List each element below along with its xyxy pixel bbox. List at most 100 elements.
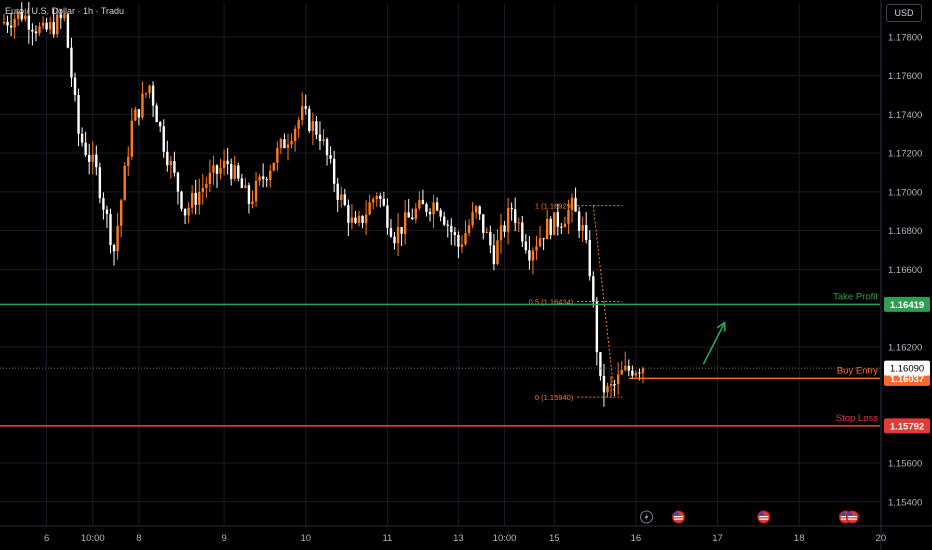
candle-down	[73, 77, 77, 96]
candle-up	[553, 212, 556, 236]
candle-down	[88, 154, 91, 162]
lightning-icon[interactable]	[640, 510, 654, 524]
candle-down	[102, 198, 105, 210]
candle-down	[588, 240, 591, 277]
candle-down	[556, 212, 559, 227]
arrow-shaft[interactable]	[702, 322, 726, 365]
event-markers[interactable]	[640, 510, 859, 524]
candle-down	[560, 226, 563, 228]
us-flag-icon[interactable]	[845, 510, 859, 524]
candle-down	[354, 217, 357, 223]
candle-down	[503, 225, 506, 232]
candle-down	[400, 226, 403, 234]
candle-up	[538, 238, 542, 247]
candle-up	[91, 154, 94, 162]
candle-up	[169, 160, 173, 166]
candle-down	[98, 167, 102, 199]
candle-down	[361, 215, 364, 224]
candle-down	[407, 212, 410, 218]
fibonacci-retracement[interactable]: 1 (1.16929) 0.5 (1.16434) 0 (1.15940)	[529, 202, 623, 403]
candle-down	[308, 108, 311, 131]
price-tick-label: 1.17400	[888, 110, 922, 121]
candle-up	[269, 170, 272, 181]
candle-up	[535, 246, 538, 251]
candle-up	[297, 120, 300, 129]
candle-up	[545, 218, 549, 240]
candle-down	[304, 106, 307, 109]
fib-trend-line[interactable]	[592, 205, 616, 398]
time-tick-label: 8	[136, 533, 141, 544]
candle-down	[9, 25, 13, 28]
candle-up	[141, 93, 144, 118]
candle-up	[293, 128, 297, 142]
candle-up	[24, 15, 27, 20]
time-tick-label: 10	[300, 533, 311, 544]
candle-down	[411, 217, 414, 220]
level-price-label: 1.15792	[890, 421, 924, 432]
candle-up	[290, 141, 293, 145]
candle-down	[457, 235, 460, 247]
candle-up	[123, 165, 126, 201]
us-flag-icon[interactable]	[672, 510, 685, 524]
candle-down	[226, 160, 229, 165]
us-flag-icon[interactable]	[757, 510, 771, 524]
candle-up	[56, 14, 59, 35]
candle-up	[581, 225, 584, 231]
price-tick-label: 1.15400	[888, 497, 922, 508]
candle-down	[478, 206, 481, 215]
projection-arrow[interactable]	[702, 321, 726, 365]
candle-up	[616, 374, 620, 385]
candle-up	[471, 212, 474, 226]
candle-down	[183, 208, 187, 216]
candle-up	[357, 215, 361, 223]
candle-down	[66, 14, 70, 48]
level-name: Stop Loss	[836, 413, 878, 424]
candle-down	[109, 213, 112, 245]
price-tick-label: 1.16600	[888, 265, 922, 276]
candle-down	[261, 176, 265, 180]
time-axis[interactable]: 6 10:00 8 9 10 11 13 10:00 15 16 17 18 20	[44, 533, 886, 544]
price-axis[interactable]: 1.15400 1.15600 1.16200 1.16600 1.16800 1.170…	[888, 32, 922, 508]
time-tick-label: 16	[631, 533, 642, 544]
candle-down	[59, 14, 62, 18]
candle-up	[311, 121, 315, 131]
candle-up	[620, 369, 623, 375]
candle-down	[613, 384, 616, 386]
candle-up	[517, 222, 520, 224]
time-tick-label: 15	[549, 533, 560, 544]
price-levels[interactable]: Take Profit 1.16419 Buy Entry 1.16037 Stop L…	[0, 291, 930, 434]
candle-up	[130, 120, 133, 157]
candle-up	[254, 180, 258, 202]
candle-down	[329, 155, 332, 159]
candle-up	[127, 156, 130, 166]
chart-title: Euro / U.S. Dollar · 1h · Tradu	[5, 6, 125, 16]
candle-up	[570, 197, 574, 210]
candle-up	[609, 384, 613, 386]
candle-down	[247, 185, 251, 204]
candle-up	[606, 385, 609, 393]
candle-down	[80, 133, 84, 143]
candle-down	[599, 352, 602, 376]
candle-down	[482, 214, 485, 233]
candle-up	[212, 165, 215, 173]
candle-up	[375, 195, 378, 200]
candle-up	[276, 147, 279, 163]
currency-button[interactable]: USD	[886, 4, 922, 22]
candle-down	[514, 209, 517, 223]
fib-level-label: 0.5 (1.16434)	[529, 297, 574, 306]
candle-down	[180, 191, 183, 209]
candle-down	[20, 11, 23, 20]
candle-down	[166, 151, 169, 166]
candle-down	[524, 241, 528, 251]
time-tick-label: 17	[712, 533, 723, 544]
candle-up	[467, 225, 471, 233]
candle-up	[208, 172, 212, 184]
candle-down	[230, 164, 233, 179]
candle-down	[336, 183, 339, 200]
candle-down	[215, 165, 219, 174]
candle-up	[301, 106, 304, 121]
candle-down	[84, 142, 87, 155]
candle-down	[435, 202, 439, 211]
candle-up	[205, 183, 208, 188]
